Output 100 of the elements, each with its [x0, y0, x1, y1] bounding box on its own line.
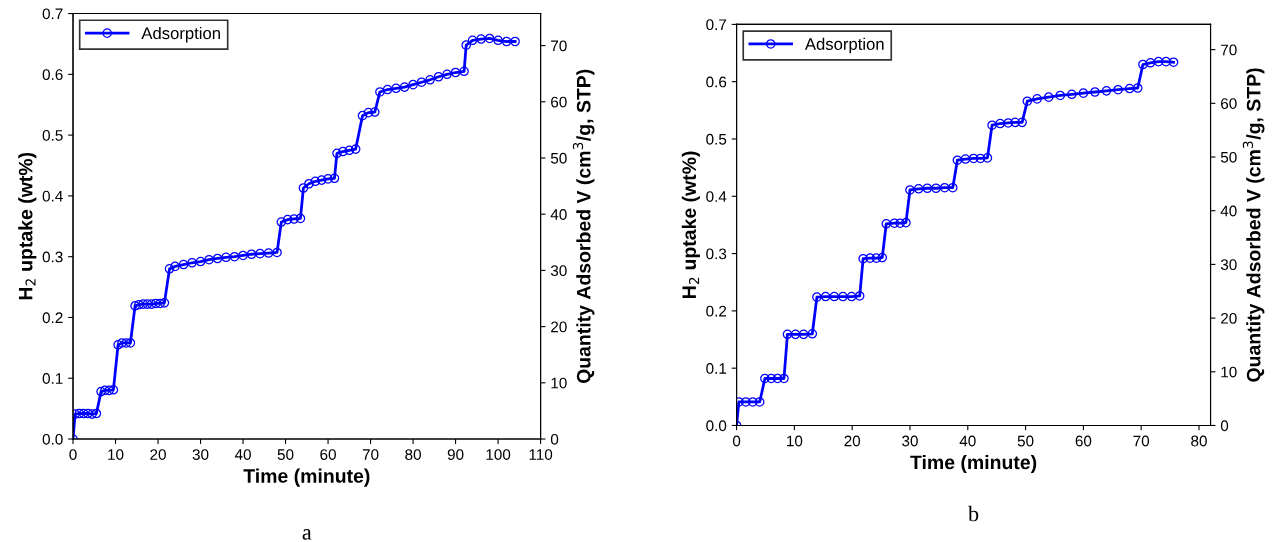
point [782, 329, 793, 340]
point [1003, 118, 1014, 128]
point [931, 183, 941, 194]
point [901, 217, 911, 228]
y-tick-label: 0.0 [42, 433, 63, 445]
y2-tick-label: 20 [551, 321, 567, 333]
x-tick-label: 20 [844, 435, 861, 447]
x-axis-title: Time (minute) [243, 468, 370, 487]
x-tick-label: 0 [69, 449, 77, 460]
point [1055, 90, 1066, 101]
y-tick-label: 0.3 [42, 251, 63, 263]
point [741, 397, 751, 407]
x-tick-label: 110 [529, 449, 553, 460]
point [1145, 57, 1156, 68]
point [829, 291, 840, 302]
y2-tick-label: 40 [550, 209, 567, 220]
legend-label: Adsorption [141, 26, 220, 43]
point [939, 182, 950, 193]
point [889, 218, 900, 229]
y-tick-label: 0.1 [706, 363, 727, 374]
point [1168, 57, 1179, 67]
point [995, 118, 1005, 129]
point [754, 397, 765, 407]
y-tick-label: 0.3 [706, 248, 727, 260]
y2-tick-label: 10 [1221, 366, 1237, 378]
x-tick-label: 60 [320, 449, 336, 460]
point [1124, 83, 1135, 94]
point [1101, 86, 1112, 96]
x-tick-label: 0 [732, 435, 741, 447]
x-tick-label: 40 [959, 435, 976, 447]
point [881, 218, 892, 229]
x-tick-label: 40 [234, 449, 251, 460]
point [913, 184, 924, 194]
y2-tick-label: 60 [551, 96, 567, 108]
y2-tick-label: 30 [1220, 259, 1237, 271]
point [747, 397, 758, 407]
point [877, 252, 888, 263]
point [790, 329, 801, 340]
point [1078, 88, 1089, 98]
y-tick-label: 0.5 [706, 133, 727, 145]
point [820, 291, 831, 302]
point [1010, 117, 1020, 128]
x-tick-label: 10 [787, 435, 803, 447]
point [1161, 56, 1171, 67]
x-tick-label: 30 [192, 449, 209, 460]
y-tick-label: 0.6 [706, 76, 727, 88]
point [952, 155, 963, 165]
x-tick-label: 30 [902, 435, 918, 447]
point [846, 291, 857, 302]
text: a [302, 529, 312, 540]
y-tick-label: 0.4 [42, 190, 63, 202]
point [1138, 59, 1148, 70]
x-tick-label: 20 [150, 449, 166, 460]
point [1017, 117, 1027, 128]
point [895, 218, 905, 229]
y2-tick-label: 30 [550, 265, 567, 277]
point [1132, 83, 1143, 93]
legend-label: Adsorption [804, 37, 884, 54]
point [766, 373, 777, 384]
y2-axis-title: Quantity Adsorbed V (cm$^{3}$/g, STP) [1242, 68, 1265, 382]
y-tick-label: 0.6 [42, 69, 63, 81]
point [1090, 87, 1100, 97]
y-axis-title: H$_{2}$ uptake (wt%) [18, 152, 37, 300]
point [987, 120, 997, 131]
point [960, 154, 971, 164]
y-tick-label: 0.5 [42, 129, 63, 141]
x-tick-label: 70 [362, 449, 379, 460]
point [807, 329, 818, 339]
point [947, 182, 958, 193]
y-axis-title: H$_{2}$ uptake (wt%) [681, 151, 700, 298]
y2-tick-label: 50 [550, 152, 567, 164]
y2-tick-label: 0 [1220, 420, 1229, 432]
y-tick-label: 0.2 [42, 312, 63, 324]
x-tick-label: 50 [277, 449, 294, 460]
x-tick-label: 60 [1075, 435, 1092, 447]
y2-tick-label: 10 [551, 377, 567, 389]
point [798, 329, 809, 340]
point [1043, 92, 1054, 102]
point [858, 253, 868, 264]
x-tick-label: 50 [1017, 435, 1034, 447]
point [975, 153, 986, 164]
point [854, 291, 865, 301]
y-tick-label: 0.4 [706, 191, 727, 202]
point [779, 373, 789, 384]
point [871, 253, 882, 263]
y-tick-label: 0.1 [42, 373, 63, 384]
y2-tick-label: 50 [1220, 151, 1237, 163]
point [1067, 89, 1077, 100]
point [1032, 94, 1042, 104]
point [812, 292, 822, 302]
y2-tick-label: 20 [1221, 312, 1237, 324]
y2-tick-label: 70 [1221, 44, 1237, 56]
point [1113, 84, 1123, 95]
x-tick-label: 70 [1133, 435, 1150, 447]
x-tick-label: 10 [108, 449, 124, 460]
text: b [968, 505, 979, 522]
y2-tick-label: 70 [551, 40, 567, 52]
x-tick-label: 100 [486, 449, 511, 460]
x-tick-label: 80 [1191, 435, 1207, 447]
y2-tick-label: 60 [1221, 98, 1237, 109]
